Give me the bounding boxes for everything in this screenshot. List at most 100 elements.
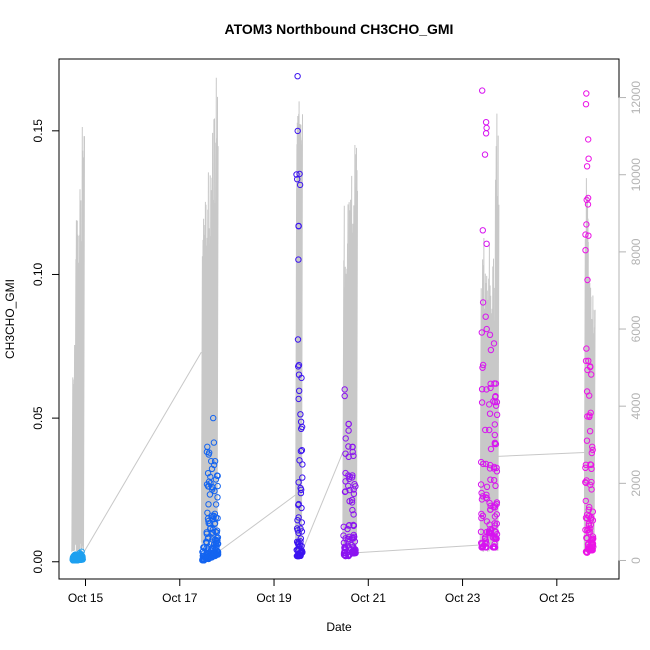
data-point [582,101,590,108]
data-point [478,329,485,336]
data-point [350,452,357,459]
data-point [588,540,595,547]
y2-axis-tick-label: 8000 [629,238,643,265]
data-point [204,509,211,516]
data-point [585,357,592,364]
data-point [492,482,499,489]
data-point [350,490,358,497]
data-point [213,527,221,534]
x-axis-tick-label: Oct 25 [539,591,575,605]
data-point [583,196,590,204]
y2-axis-tick-label: 10000 [629,158,643,192]
data-point [583,345,590,352]
data-point [211,520,219,528]
data-point [483,325,490,333]
data-point [344,538,351,545]
data-point [211,458,219,465]
data-point [482,537,490,544]
data-point [486,410,494,417]
data-point [588,371,595,378]
data-point [492,380,500,387]
data-point [479,512,487,519]
data-point [479,87,486,94]
data-point [344,525,351,533]
data-point [490,477,498,484]
data-point [77,556,84,563]
data-point [487,445,495,453]
data-point [487,461,494,469]
y2-axis-tick-label: 4000 [629,393,643,420]
data-point [350,534,357,542]
data-point [298,425,305,432]
x-axis-tick-label: Oct 17 [162,591,198,605]
data-point [295,514,302,521]
data-point [493,520,500,527]
data-point [349,506,356,514]
data-point [351,481,358,488]
data-point [351,538,359,545]
y2-axis-tick-label: 6000 [629,315,643,342]
data-point [589,547,596,554]
altitude-connector-line [301,452,344,553]
data-point [589,446,596,454]
y-axis-tick-label: 0.00 [31,550,45,574]
y2-axis: 0 2000 4000 6000 8000 10000 12000 [618,81,643,564]
data-point [210,461,218,469]
data-point [345,443,352,450]
data-point [585,155,592,162]
data-point [479,227,486,234]
data-point [480,460,487,468]
data-point [492,402,500,409]
data-point [479,364,486,371]
data-point [491,421,498,428]
data-point [482,544,489,551]
data-point [348,499,356,506]
data-point [349,474,356,481]
data-point [481,151,489,158]
data-point [298,504,305,512]
y-axis-label: CH3CHO_GMI [3,279,17,359]
data-point [294,127,301,135]
data-point [478,544,486,551]
altitude-connector-line [497,451,585,457]
data-point [205,501,212,508]
data-point [299,461,306,468]
data-point [294,176,301,183]
data-point [297,447,305,455]
data-point [295,395,302,403]
data-point [341,386,348,393]
data-point [212,514,220,521]
data-point [205,534,212,541]
data-point [295,222,302,230]
data-point [588,478,595,486]
data-point [299,474,306,481]
data-point [589,539,596,546]
data-point [478,386,486,393]
data-point [295,361,303,369]
data-point [79,556,86,563]
data-point [582,497,589,505]
data-point [350,531,357,539]
data-point [346,522,353,529]
data-point [293,171,300,178]
data-point [348,496,356,504]
plot-frame [58,58,620,580]
data-point [212,501,220,508]
data-point [491,528,498,535]
data-point [482,494,490,501]
data-point [211,487,218,495]
x-axis-label: Date [326,620,352,634]
data-point [588,486,595,493]
data-point [214,494,221,501]
data-point [299,548,306,556]
data-point [589,533,597,540]
data-point [212,476,220,483]
altitude-profile-line [71,126,85,553]
data-point [213,534,221,542]
data-point [482,119,490,126]
data-point [350,549,357,557]
data-point [345,420,352,428]
data-point [583,437,591,444]
data-point [296,457,303,464]
data-point [493,464,500,471]
